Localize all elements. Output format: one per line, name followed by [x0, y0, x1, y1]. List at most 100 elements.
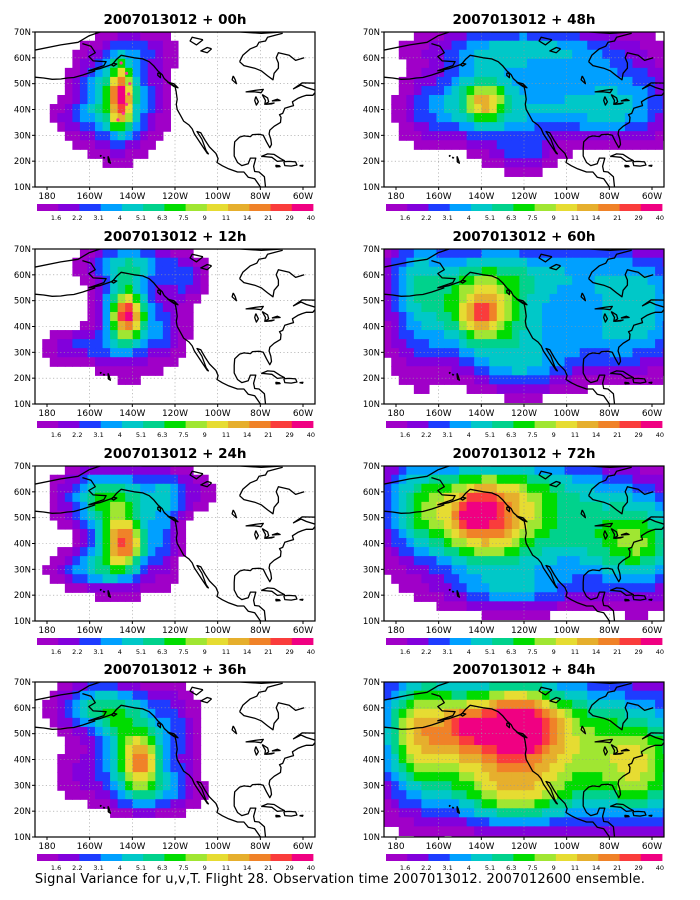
coastline [274, 164, 281, 168]
variance-cell [451, 565, 460, 575]
variance-cell [87, 104, 96, 114]
variance-cell [632, 357, 641, 367]
variance-cell [170, 538, 179, 548]
map-panel: 2007013012 + 84h10N20N30N40N50N60N70N180… [363, 662, 665, 872]
colorbar-label: 7.5 [527, 864, 537, 872]
variance-cell [594, 357, 603, 367]
variance-cell [602, 826, 611, 837]
variance-cell [466, 32, 475, 42]
variance-cell [451, 266, 460, 277]
variance-cell [504, 113, 513, 123]
variance-cell [57, 94, 66, 105]
variance-cell [481, 574, 490, 584]
variance-cell [655, 682, 664, 692]
variance-cell [421, 330, 430, 340]
variance-cell [102, 492, 111, 503]
variance-cell [413, 826, 422, 837]
variance-cell [413, 492, 422, 503]
variance-cell [564, 366, 573, 376]
variance-cell [110, 131, 119, 141]
variance-cell [557, 122, 566, 132]
variance-cell [489, 266, 498, 277]
variance-cell [384, 311, 392, 322]
variance-cell [466, 492, 475, 503]
variance-cell [140, 808, 149, 818]
variance-cell [587, 140, 596, 150]
variance-cell [87, 547, 96, 557]
variance-cell [474, 501, 483, 512]
variance-cell [602, 249, 611, 259]
variance-cell [662, 510, 664, 521]
variance-cell [579, 538, 588, 548]
variance-cell [624, 58, 634, 69]
variance-cell [428, 85, 438, 96]
variance-cell [557, 799, 566, 809]
variance-cell [640, 763, 649, 773]
variance-cell [519, 302, 528, 313]
variance-cell [526, 592, 536, 602]
variance-cell [632, 67, 641, 78]
variance-cell [564, 40, 573, 51]
variance-cell [542, 32, 551, 42]
variance-cell [398, 293, 407, 304]
variance-cell [526, 76, 536, 87]
variance-cell [504, 601, 513, 611]
variance-cell [572, 690, 581, 701]
variance-cell [511, 538, 520, 548]
coastline [582, 92, 664, 187]
variance-cell [632, 690, 641, 701]
variance-cell [79, 547, 89, 557]
variance-cell [177, 735, 187, 746]
variance-cell [398, 583, 407, 593]
variance-cell [504, 808, 513, 818]
x-tick-label: 140W [119, 626, 145, 636]
variance-cell [406, 717, 415, 728]
variance-cell [519, 763, 528, 773]
variance-cell [474, 474, 483, 485]
variance-cell [185, 790, 194, 800]
variance-cell [110, 302, 119, 313]
variance-cell [125, 574, 134, 584]
variance-cell [57, 690, 66, 701]
coastline [549, 696, 562, 704]
variance-cell [640, 40, 649, 51]
variance-cell [79, 790, 89, 800]
variance-cell [587, 284, 596, 295]
variance-cell [587, 366, 596, 376]
variance-cell [444, 466, 453, 476]
variance-cell [647, 501, 656, 512]
variance-cell [587, 302, 596, 313]
variance-cell [587, 483, 596, 494]
variance-cell [474, 357, 483, 367]
coastline [582, 742, 664, 837]
variance-cell [193, 790, 202, 800]
variance-cell [391, 366, 400, 376]
variance-cell [147, 726, 156, 737]
variance-cell [496, 94, 505, 105]
variance-cell [64, 474, 73, 485]
variance-cell [647, 284, 656, 295]
variance-cell [496, 158, 505, 168]
variance-cell [398, 302, 407, 313]
variance-cell [481, 799, 490, 809]
colorbar-swatch [249, 854, 271, 861]
variance-cell [413, 311, 422, 322]
variance-cell [162, 519, 171, 530]
variance-cell [436, 131, 445, 141]
variance-cell [444, 763, 453, 773]
variance-cell [640, 67, 649, 78]
variance-cell [474, 321, 483, 331]
variance-cell [579, 592, 588, 602]
variance-cell [609, 763, 618, 773]
variance-cell [87, 754, 96, 764]
variance-cell [481, 601, 490, 611]
variance-cell [640, 690, 649, 701]
variance-cell [398, 321, 407, 331]
variance-cell [72, 574, 81, 584]
colorbar-swatch [492, 854, 514, 861]
variance-cell [147, 466, 156, 476]
colorbar-label: 21 [264, 648, 272, 656]
variance-cell [436, 519, 445, 530]
variance-cell [504, 167, 513, 177]
variance-cell [398, 284, 407, 295]
